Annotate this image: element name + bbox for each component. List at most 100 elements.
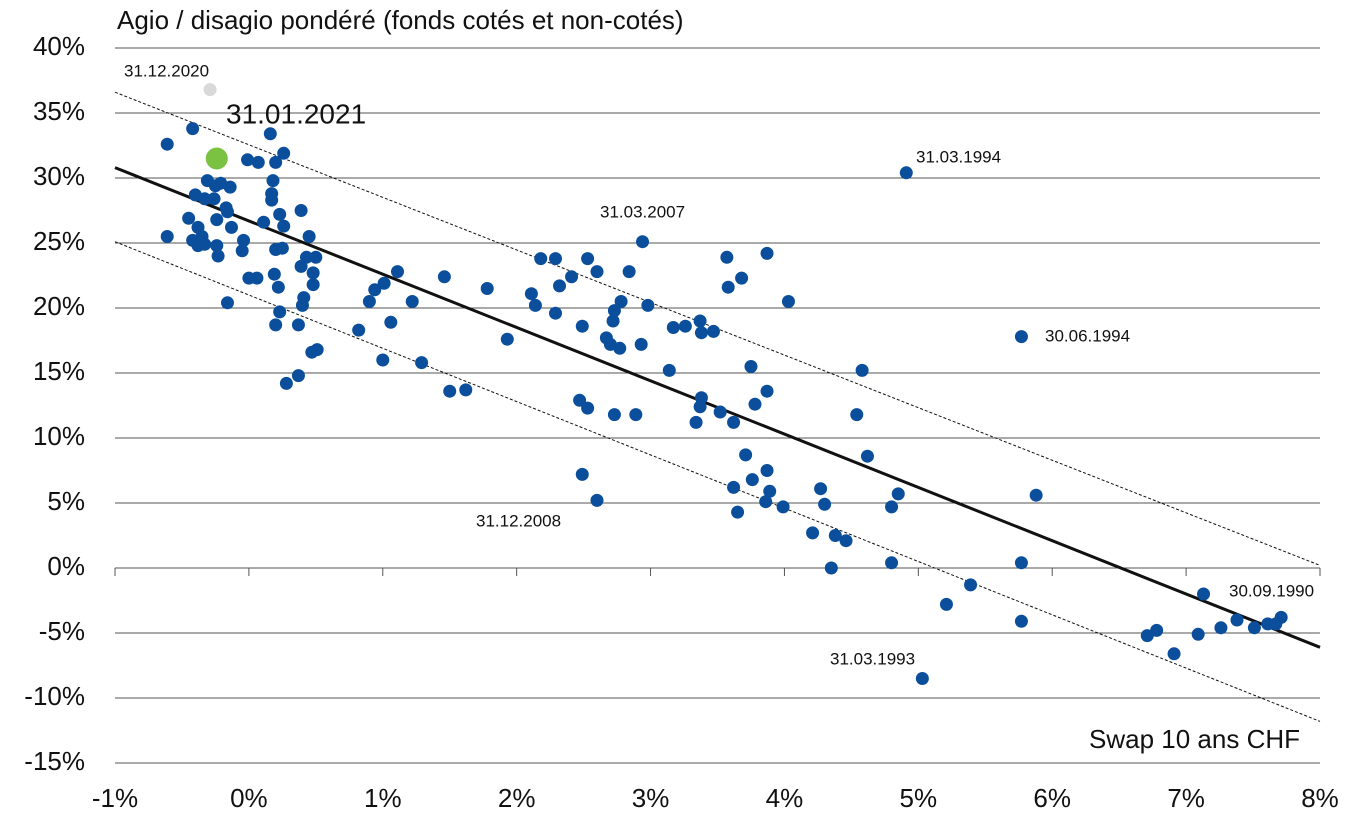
x-tick-label: 2% xyxy=(498,783,536,813)
point xyxy=(210,213,224,227)
point xyxy=(1029,488,1043,502)
point xyxy=(885,500,899,514)
point xyxy=(160,137,174,151)
point xyxy=(763,484,777,498)
point xyxy=(1167,647,1181,661)
point xyxy=(885,556,899,570)
point xyxy=(760,246,774,260)
point xyxy=(590,265,604,279)
point xyxy=(269,155,283,169)
point xyxy=(850,408,864,422)
point xyxy=(220,205,234,219)
point xyxy=(405,295,419,308)
annotation: 31.03.1993 xyxy=(830,649,915,668)
y-tick-label: 25% xyxy=(33,226,85,256)
point xyxy=(299,250,313,264)
point xyxy=(524,287,538,301)
point xyxy=(257,215,271,229)
point xyxy=(443,384,457,398)
point xyxy=(694,391,708,405)
point xyxy=(377,276,391,290)
point xyxy=(480,282,494,295)
point xyxy=(748,397,762,411)
annotation: 31.12.2020 xyxy=(124,61,209,80)
point xyxy=(224,220,238,234)
point xyxy=(706,324,720,338)
point xyxy=(500,332,514,346)
y-tick-label: 20% xyxy=(33,291,85,321)
point xyxy=(899,166,913,180)
point xyxy=(352,323,366,337)
point xyxy=(182,211,196,225)
point xyxy=(607,408,621,422)
point xyxy=(806,526,820,540)
x-tick-label: 6% xyxy=(1033,783,1071,813)
point xyxy=(241,153,255,167)
point xyxy=(575,319,589,333)
x-tick-label: 4% xyxy=(766,783,804,813)
point xyxy=(273,305,287,319)
point xyxy=(210,239,224,253)
point xyxy=(939,597,953,611)
point xyxy=(964,578,978,592)
point xyxy=(814,482,828,496)
annotation: 30.06.1994 xyxy=(1045,326,1130,345)
point xyxy=(1247,621,1261,635)
point xyxy=(198,192,212,206)
point xyxy=(622,265,636,279)
point xyxy=(607,304,621,318)
y-tick-label: 5% xyxy=(47,486,85,516)
x-tick-label: 5% xyxy=(900,783,938,813)
point xyxy=(306,278,320,292)
annotation: 31.12.2008 xyxy=(476,511,561,530)
y-tick-label: 0% xyxy=(47,551,85,581)
point xyxy=(666,321,680,334)
point xyxy=(1014,556,1028,570)
point xyxy=(295,298,309,312)
point xyxy=(613,341,627,355)
point xyxy=(662,363,676,377)
y-tick-label: 30% xyxy=(33,161,85,191)
point xyxy=(391,265,405,279)
y-tick-label: 35% xyxy=(33,96,85,126)
point xyxy=(828,529,842,542)
point xyxy=(915,672,929,685)
point xyxy=(1230,613,1244,627)
point xyxy=(294,204,308,217)
point xyxy=(744,360,758,373)
point xyxy=(1014,614,1028,628)
point xyxy=(634,337,648,351)
point xyxy=(211,249,225,263)
point xyxy=(310,343,324,357)
point xyxy=(362,295,376,308)
point xyxy=(437,270,451,284)
point xyxy=(266,174,280,188)
point xyxy=(693,314,707,328)
point xyxy=(384,315,398,329)
point xyxy=(548,306,562,320)
point xyxy=(1150,623,1164,637)
point xyxy=(636,235,650,249)
point xyxy=(739,448,753,462)
point xyxy=(267,267,281,281)
point xyxy=(302,230,316,243)
point xyxy=(860,449,874,463)
point xyxy=(220,296,234,310)
point xyxy=(237,233,251,247)
point xyxy=(160,230,174,243)
point xyxy=(415,356,429,370)
point xyxy=(1014,330,1028,344)
point xyxy=(721,280,735,294)
chart-title: Agio / disagio pondéré (fonds cotés et n… xyxy=(117,5,684,35)
point xyxy=(891,487,905,501)
point xyxy=(271,280,285,294)
point xyxy=(279,376,293,390)
point xyxy=(839,534,853,548)
point xyxy=(855,363,869,377)
point xyxy=(678,319,692,333)
point xyxy=(309,250,323,264)
point xyxy=(1274,610,1288,624)
point xyxy=(275,241,289,255)
x-axis-label: Swap 10 ans CHF xyxy=(1089,724,1300,754)
